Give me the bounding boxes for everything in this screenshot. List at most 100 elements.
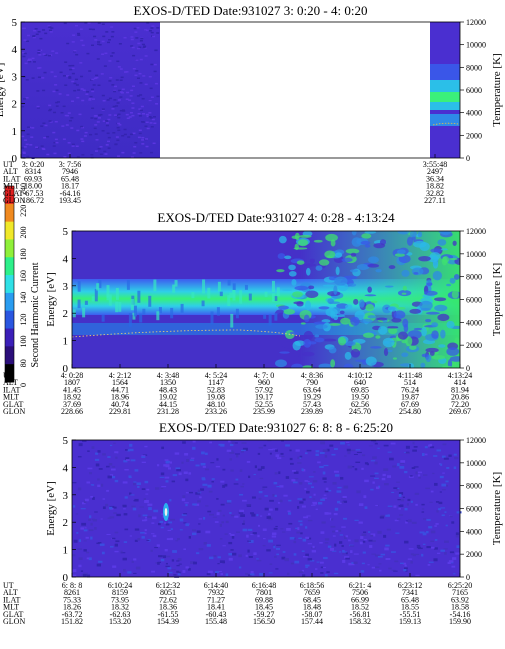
noise-pixel — [91, 446, 95, 449]
noise-pixel — [156, 32, 160, 34]
noise-pixel — [113, 512, 117, 514]
noise-blob — [324, 250, 336, 259]
noise-pixel — [405, 521, 408, 524]
noise-pixel — [416, 546, 421, 549]
noise-pixel — [341, 526, 346, 528]
noise-pixel — [192, 440, 196, 443]
noise-pixel — [281, 556, 286, 560]
noise-pixel — [204, 452, 208, 455]
noise-pixel — [71, 145, 75, 147]
noise-pixel — [88, 529, 94, 532]
noise-blob — [293, 348, 301, 358]
noise-pixel — [257, 452, 261, 455]
noise-pixel — [140, 531, 145, 534]
noise-pixel — [117, 155, 121, 157]
table-cell: 68.45 — [303, 595, 321, 604]
noise-pixel — [134, 141, 138, 144]
noise-pixel — [192, 532, 197, 536]
noise-pixel — [114, 85, 118, 88]
noise-pixel — [375, 566, 380, 568]
table-cell: 72.20 — [451, 400, 469, 409]
noise-pixel — [98, 43, 102, 46]
noise-pixel — [281, 440, 284, 442]
noise-pixel — [307, 543, 312, 545]
noise-pixel — [141, 121, 145, 123]
noise-pixel — [285, 444, 290, 447]
noise-pixel — [117, 122, 121, 125]
table-cell: 18.52 — [351, 603, 369, 612]
noise-pixel — [242, 523, 245, 525]
noise-pixel — [198, 523, 201, 525]
noise-blob — [434, 297, 447, 302]
noise-pixel — [60, 112, 64, 114]
noise-pixel — [217, 509, 222, 512]
noise-pixel — [454, 456, 459, 460]
noise-pixel — [138, 514, 141, 518]
noise-blob — [333, 285, 338, 295]
noise-pixel — [154, 82, 158, 85]
noise-pixel — [116, 139, 120, 142]
noise-pixel — [185, 566, 189, 569]
noise-pixel — [375, 504, 379, 507]
noise-pixel — [39, 37, 43, 40]
noise-pixel — [133, 482, 136, 486]
noise-pixel — [88, 70, 92, 72]
band-streak — [170, 307, 174, 319]
noise-pixel — [208, 556, 214, 560]
noise-pixel — [128, 116, 132, 118]
noise-pixel — [129, 448, 134, 452]
band-streak — [156, 311, 160, 321]
noise-pixel — [122, 110, 126, 112]
noise-pixel — [141, 488, 146, 490]
noise-pixel — [165, 460, 170, 464]
noise-pixel — [125, 449, 128, 451]
noise-pixel — [78, 539, 82, 543]
table-cell: 18.45 — [255, 603, 273, 612]
noise-pixel — [217, 563, 220, 565]
noise-pixel — [29, 144, 33, 146]
noise-pixel — [422, 543, 426, 545]
noise-blob — [308, 285, 315, 290]
noise-blob — [387, 326, 399, 329]
table-row-label: MLT — [3, 182, 19, 191]
band-streak — [128, 313, 132, 327]
noise-pixel — [413, 446, 418, 448]
y2-tick-label: 4000 — [466, 109, 482, 118]
noise-pixel — [119, 79, 123, 81]
noise-pixel — [382, 473, 386, 477]
noise-pixel — [231, 441, 235, 445]
noise-pixel — [81, 140, 85, 143]
noise-pixel — [155, 562, 159, 564]
noise-pixel — [297, 505, 300, 509]
noise-pixel — [315, 453, 319, 457]
noise-pixel — [143, 498, 146, 501]
noise-pixel — [90, 495, 94, 498]
noise-pixel — [446, 466, 450, 469]
noise-pixel — [280, 452, 284, 455]
noise-pixel — [70, 127, 74, 129]
noise-pixel — [164, 476, 170, 479]
noise-pixel — [142, 46, 146, 49]
band-streak — [133, 305, 137, 317]
table-cell: -67.53 — [23, 189, 44, 198]
table-cell: 1350 — [160, 378, 176, 387]
noise-blob — [432, 270, 442, 281]
noise-pixel — [404, 567, 408, 569]
noise-pixel — [121, 88, 125, 91]
noise-pixel — [62, 105, 66, 108]
noise-pixel — [400, 498, 405, 502]
noise-blob — [421, 353, 429, 358]
noise-blob — [365, 356, 377, 366]
band-streak — [232, 289, 236, 301]
table-row-label: ALT — [3, 378, 18, 387]
noise-pixel — [190, 457, 195, 459]
noise-pixel — [294, 478, 299, 480]
noise-pixel — [287, 510, 291, 513]
noise-pixel — [323, 494, 327, 496]
noise-pixel — [360, 536, 364, 540]
y2-axis-label: Temperature [K] — [491, 53, 503, 126]
noise-pixel — [195, 492, 201, 495]
noise-pixel — [137, 42, 141, 45]
noise-blob — [350, 348, 361, 358]
noise-pixel — [177, 573, 181, 576]
